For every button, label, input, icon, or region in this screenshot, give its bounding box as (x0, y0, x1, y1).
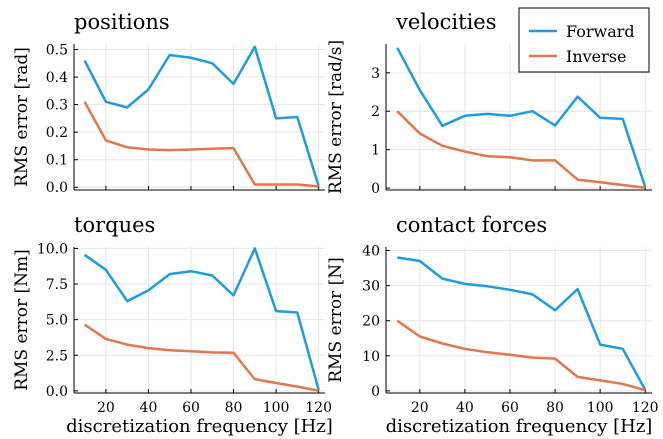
x-tick-label: 100 (263, 400, 290, 416)
panel-0: 0.0 0.1 0.2 0.3 0.4 0.5 positions RMS error [ra… (12, 10, 325, 196)
y-tick-label: 7.5 (46, 277, 68, 293)
x-tick-label: 120 (305, 400, 332, 416)
y-axis-label: RMS error [Nm] (12, 249, 32, 391)
series-line-forward (83, 247, 320, 391)
y-tick-label: 0 (371, 384, 380, 400)
series-line-inverse (396, 319, 646, 392)
x-tick-label: 40 (456, 400, 474, 416)
x-tick-label: 20 (97, 400, 115, 416)
y-axis-label: RMS error [rad] (12, 47, 32, 187)
panels: 0.0 0.1 0.2 0.3 0.4 0.5 positions RMS error [ra… (12, 10, 659, 437)
y-tick-label: 20 (362, 314, 380, 330)
panel-title: torques (74, 213, 155, 237)
series-line-forward (396, 47, 647, 188)
panel-3: 0 10 20 30 40 20 40 60 80 100 120 contact forces RMS… (326, 213, 659, 437)
legend-label-forward: Forward (566, 22, 635, 41)
y-tick-label: 2 (371, 104, 380, 120)
y-tick-label: 30 (362, 279, 380, 295)
y-tick-label: 0.3 (46, 98, 68, 114)
panel-title: contact forces (396, 213, 547, 237)
y-tick-label: 3 (371, 66, 380, 82)
series-line-inverse (83, 101, 319, 188)
series-line-forward (83, 45, 320, 187)
y-tick-label: 2.5 (46, 348, 68, 364)
panel-title: positions (74, 10, 170, 34)
legend-box (518, 7, 650, 73)
panel-title: velocities (395, 10, 497, 34)
y-tick-label: 40 (362, 244, 380, 260)
y-tick-label: 10 (362, 349, 380, 365)
legend: Forward Inverse (518, 7, 650, 73)
series-line-forward (397, 256, 647, 391)
x-tick-label: 100 (587, 400, 614, 416)
x-axis-label: discretization frequency [Hz] (386, 416, 653, 437)
y-tick-label: 0.4 (46, 70, 68, 86)
y-tick-label: 0.5 (46, 43, 68, 59)
y-tick-label: 5.0 (46, 313, 68, 329)
x-tick-label: 40 (140, 400, 158, 416)
panel-2: 0.0 2.5 5.0 7.5 10.0 20 40 60 80 100 120 torques RMS… (12, 213, 333, 437)
y-axis-label: RMS error [rad/s] (326, 40, 346, 194)
x-tick-label: 80 (225, 400, 243, 416)
y-tick-label: 0.0 (46, 384, 68, 400)
x-tick-label: 60 (501, 400, 519, 416)
series-line-inverse (83, 323, 319, 392)
y-tick-label: 1 (371, 143, 380, 159)
series-line-inverse (396, 110, 646, 189)
y-tick-label: 0.2 (46, 125, 68, 141)
x-tick-label: 60 (182, 400, 200, 416)
y-tick-label: 0 (371, 181, 380, 197)
x-axis-label: discretization frequency [Hz] (66, 416, 333, 437)
panel-1: 0 1 2 3 velocities RMS error [rad/s] (326, 10, 652, 197)
x-tick-label: 80 (546, 400, 564, 416)
y-tick-label: 0.0 (46, 180, 68, 196)
x-tick-label: 20 (411, 400, 429, 416)
x-tick-label: 120 (632, 400, 659, 416)
legend-label-inverse: Inverse (566, 47, 626, 66)
y-tick-label: 0.1 (46, 153, 68, 169)
y-tick-label: 10.0 (37, 241, 68, 257)
y-axis-label: RMS error [N] (326, 257, 346, 382)
